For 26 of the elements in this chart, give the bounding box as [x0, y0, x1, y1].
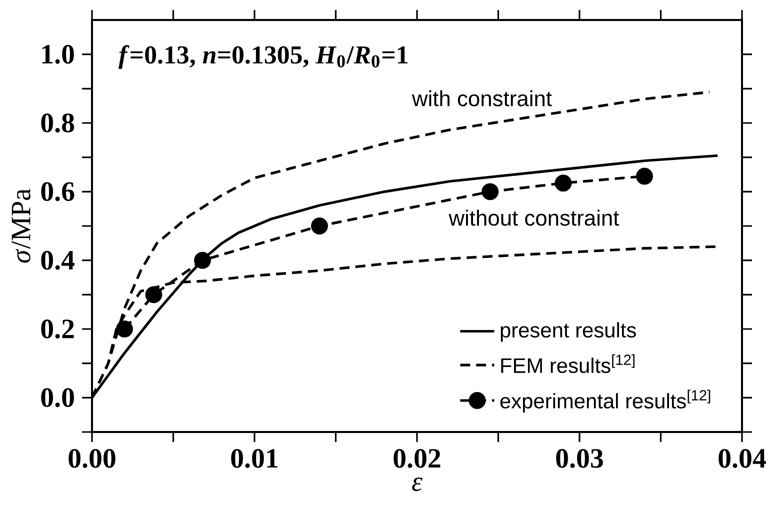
point [145, 286, 162, 304]
text: f=0.13, n=0.1305, H$_{0}$/R$_{0}$=1 [118, 45, 408, 69]
point [554, 174, 572, 192]
point [482, 183, 499, 200]
point [636, 168, 653, 185]
x-tick-label: 0.02 [394, 448, 440, 468]
point [194, 252, 211, 269]
legend-label: experimental results$^{[12]}$ [500, 390, 710, 413]
legend-label: FEM results$^{[12]}$ [501, 354, 634, 374]
x-axis-title: ε [412, 478, 422, 492]
y-tick-label: 0.2 [41, 320, 74, 338]
y-tick-label: 0.4 [41, 250, 74, 270]
annotation: with constraint [412, 90, 552, 106]
legend-label: present results [500, 322, 636, 342]
y-axis-title: σ/MPa [12, 188, 30, 263]
y-tick-label: 0.8 [41, 114, 74, 132]
x-tick-label: 0.01 [231, 448, 278, 468]
y-tick-label: 0.0 [41, 388, 74, 408]
y-tick-label: 0.6 [41, 182, 74, 202]
x-tick-label: 0.00 [68, 448, 116, 468]
annotation: without constraint [448, 210, 620, 226]
point [311, 218, 328, 234]
x-tick-label: 0.04 [718, 448, 766, 468]
y-tick-label: 1.0 [42, 44, 74, 64]
x-tick-label: 0.03 [556, 448, 603, 468]
point [116, 320, 133, 338]
